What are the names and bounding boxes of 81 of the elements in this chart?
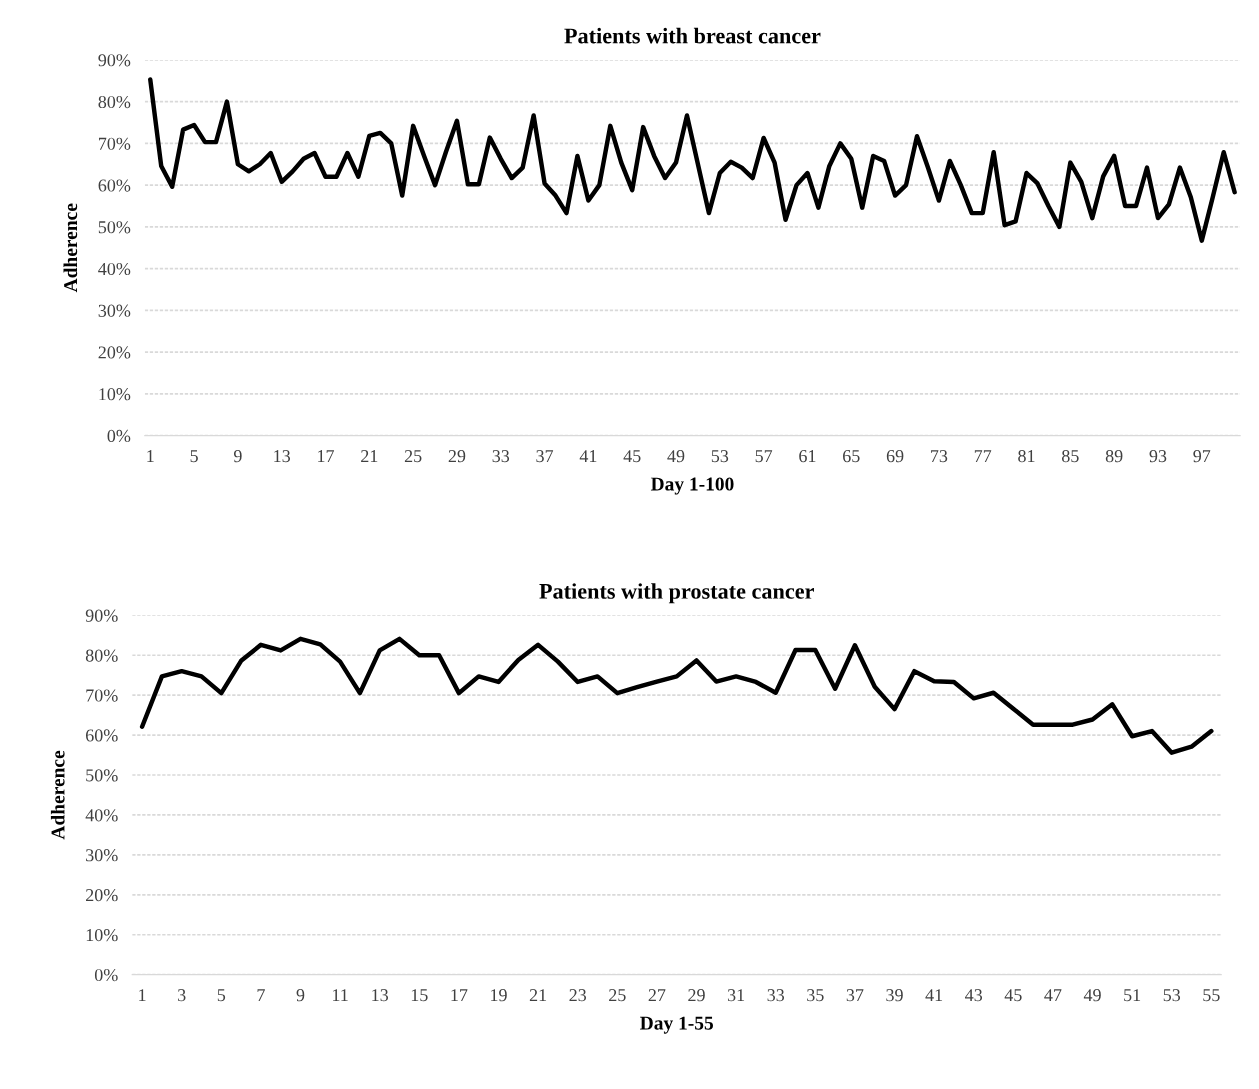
x-tick-label: 13 bbox=[372, 989, 389, 1002]
x-tick-label: 23 bbox=[569, 989, 587, 1002]
x-tick-label: 53 bbox=[1163, 989, 1181, 1002]
y-tick-label: 40% bbox=[98, 262, 131, 276]
line-series bbox=[148, 77, 1237, 243]
x-tick-label: 9 bbox=[296, 989, 305, 1002]
y-tick-label: 70% bbox=[86, 689, 118, 702]
y-tick-label: 20% bbox=[98, 346, 131, 359]
y-axis-title: Adherence bbox=[63, 203, 78, 293]
x-tick-label: 29 bbox=[688, 989, 705, 1002]
x-tick-label: 93 bbox=[1149, 450, 1167, 463]
y-tick-label: 70% bbox=[98, 137, 131, 150]
x-tick-label: 89 bbox=[1105, 450, 1123, 463]
x-tick-label: 33 bbox=[767, 989, 785, 1002]
x-tick-label: 53 bbox=[711, 450, 729, 463]
x-tick-label: 27 bbox=[648, 989, 666, 1002]
x-tick-label: 69 bbox=[886, 450, 904, 463]
line-series bbox=[139, 636, 1214, 755]
x-tick-label: 21 bbox=[361, 450, 378, 463]
x-tick-label: 45 bbox=[1004, 989, 1022, 1002]
x-tick-label: 11 bbox=[333, 989, 348, 1002]
y-tick-label: 90% bbox=[98, 54, 131, 67]
x-tick-label: 37 bbox=[846, 989, 864, 1002]
chart-title: Patients with breast cancer bbox=[564, 27, 821, 44]
x-tick-label: 47 bbox=[1044, 989, 1062, 1002]
x-axis-title: Day 1-55 bbox=[640, 1016, 713, 1034]
x-tick-label: 61 bbox=[799, 450, 816, 463]
x-tick-label: 1 bbox=[147, 450, 154, 463]
x-tick-label: 1 bbox=[139, 989, 146, 1002]
x-tick-label: 19 bbox=[491, 989, 507, 1002]
x-tick-label: 3 bbox=[178, 989, 186, 1002]
y-tick-label: 50% bbox=[98, 221, 131, 234]
x-tick-label: 41 bbox=[925, 989, 943, 1002]
x-tick-label: 43 bbox=[965, 989, 983, 1002]
x-tick-label: 35 bbox=[807, 989, 824, 1002]
y-tick-label: 60% bbox=[98, 179, 131, 192]
y-tick-label: 20% bbox=[86, 889, 118, 902]
y-tick-label: 80% bbox=[98, 95, 131, 109]
y-tick-label: 0% bbox=[94, 968, 118, 982]
x-tick-label: 37 bbox=[536, 450, 554, 463]
y-tick-label: 30% bbox=[98, 304, 131, 317]
x-tick-label: 85 bbox=[1062, 450, 1079, 463]
y-tick-label: 50% bbox=[86, 769, 118, 782]
x-tick-label: 39 bbox=[886, 989, 903, 1002]
y-tick-label: 10% bbox=[86, 928, 118, 942]
y-tick-label: 90% bbox=[85, 609, 118, 622]
x-tick-label: 97 bbox=[1193, 450, 1211, 463]
y-tick-label: 40% bbox=[85, 809, 118, 822]
x-tick-label: 17 bbox=[318, 450, 335, 463]
x-tick-label: 81 bbox=[1018, 450, 1035, 463]
x-tick-label: 29 bbox=[448, 450, 466, 463]
x-tick-label: 9 bbox=[233, 450, 242, 463]
x-tick-label: 21 bbox=[529, 989, 547, 1002]
y-tick-label: 80% bbox=[85, 649, 118, 662]
x-tick-label: 15 bbox=[411, 989, 428, 1002]
x-tick-label: 31 bbox=[727, 989, 745, 1002]
chart-title: Patients with prostate cancer bbox=[539, 583, 814, 604]
x-tick-label: 73 bbox=[931, 450, 948, 463]
x-tick-label: 7 bbox=[257, 989, 265, 1002]
x-tick-label: 65 bbox=[843, 450, 860, 463]
x-tick-label: 5 bbox=[217, 989, 226, 1002]
x-tick-label: 77 bbox=[974, 450, 992, 463]
x-tick-label: 13 bbox=[274, 450, 291, 463]
x-tick-label: 51 bbox=[1124, 989, 1141, 1002]
x-tick-label: 45 bbox=[623, 450, 641, 463]
y-tick-label: 10% bbox=[99, 388, 131, 401]
x-tick-label: 17 bbox=[451, 989, 468, 1002]
y-tick-label: 0% bbox=[107, 429, 131, 443]
x-tick-label: 57 bbox=[755, 450, 773, 463]
y-tick-label: 60% bbox=[85, 729, 118, 742]
x-tick-label: 55 bbox=[1203, 989, 1220, 1002]
x-tick-label: 41 bbox=[579, 450, 597, 463]
x-tick-label: 25 bbox=[609, 989, 626, 1002]
y-axis-title: Adherence bbox=[50, 750, 65, 840]
x-tick-label: 33 bbox=[492, 450, 510, 463]
x-tick-label: 5 bbox=[190, 450, 198, 463]
x-tick-label: 25 bbox=[404, 450, 422, 463]
x-tick-label: 49 bbox=[1083, 989, 1101, 1002]
x-tick-label: 49 bbox=[667, 450, 685, 463]
y-tick-label: 30% bbox=[86, 849, 118, 862]
x-axis-title: Day 1-100 bbox=[650, 477, 734, 495]
